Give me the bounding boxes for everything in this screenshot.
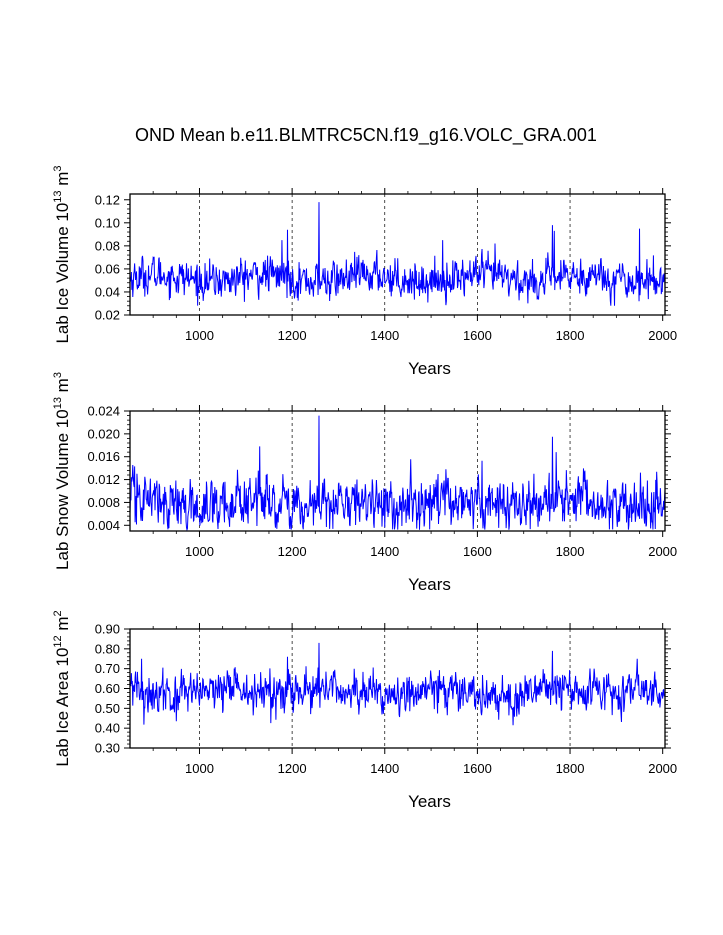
x-tick-label: 1000: [185, 544, 214, 559]
panel-lab-ice-area: 1000 1200 1400 1600 1800 2000 0.30 0.40 0.50 0.60…: [52, 610, 677, 811]
y-tick-label: 0.90: [95, 622, 120, 637]
x-axis-label: Years: [408, 359, 451, 378]
y-tick-label: 0.08: [95, 238, 120, 253]
x-axis-label: Years: [408, 575, 451, 594]
x-tick-label: 1400: [370, 328, 399, 343]
y-tick-label: 0.008: [87, 495, 120, 510]
x-tick-label: 1200: [278, 328, 307, 343]
y-axis-label: Lab Snow Volume 1013 m3: [52, 372, 72, 570]
figure-title: OND Mean b.e11.BLMTRC5CN.f19_g16.VOLC_GR…: [135, 125, 597, 146]
x-tick-label: 1600: [463, 328, 492, 343]
plot-frame: [129, 193, 666, 316]
x-tick-label: 2000: [648, 544, 677, 559]
x-tick-label: 1400: [370, 544, 399, 559]
y-tick-label: 0.02: [95, 308, 120, 323]
panel-lab-snow-volume: 1000 1200 1400 1600 1800 2000 0.004 0.008 0.012 0…: [52, 372, 677, 594]
x-tick-label: 1600: [463, 544, 492, 559]
x-tick-label: 2000: [648, 761, 677, 776]
y-tick-label: 0.40: [95, 721, 120, 736]
y-tick-label: 0.016: [87, 449, 120, 464]
x-tick-label: 1200: [278, 544, 307, 559]
y-tick-label: 0.10: [95, 215, 120, 230]
series-line: [129, 642, 666, 726]
x-tick-label: 1000: [185, 328, 214, 343]
y-tick-label: 0.60: [95, 681, 120, 696]
x-axis-label: Years: [408, 792, 451, 811]
panel-lab-ice-volume: 1000 1200 1400 1600 1800 2000 0.02 0.04 0.06 0.08…: [52, 165, 677, 378]
x-tick-label: 2000: [648, 328, 677, 343]
y-tick-label: 0.024: [87, 404, 120, 419]
y-tick-label: 0.80: [95, 641, 120, 656]
y-tick-label: 0.04: [95, 284, 120, 299]
y-tick-label: 0.30: [95, 741, 120, 756]
y-tick-label: 0.012: [87, 472, 120, 487]
x-tick-label: 1000: [185, 761, 214, 776]
plot-frame: [129, 410, 666, 532]
x-tick-label: 1800: [556, 328, 585, 343]
y-tick-label: 0.12: [95, 192, 120, 207]
x-tick-label: 1800: [556, 761, 585, 776]
y-axis-label: Lab Ice Volume 1013 m3: [52, 165, 72, 343]
series-line: [129, 202, 666, 306]
x-tick-label: 1400: [370, 761, 399, 776]
y-axis-label: Lab Ice Area 1012 m2: [52, 610, 72, 766]
y-tick-label: 0.004: [87, 518, 120, 533]
y-tick-label: 0.70: [95, 661, 120, 676]
y-tick-label: 0.50: [95, 701, 120, 716]
x-tick-label: 1800: [556, 544, 585, 559]
y-tick-label: 0.06: [95, 261, 120, 276]
panels: 1000 1200 1400 1600 1800 2000 0.02 0.04 0.06 0.08…: [52, 165, 677, 811]
y-tick-label: 0.020: [87, 426, 120, 441]
x-tick-label: 1600: [463, 761, 492, 776]
x-tick-label: 1200: [278, 761, 307, 776]
series-line: [129, 415, 666, 532]
